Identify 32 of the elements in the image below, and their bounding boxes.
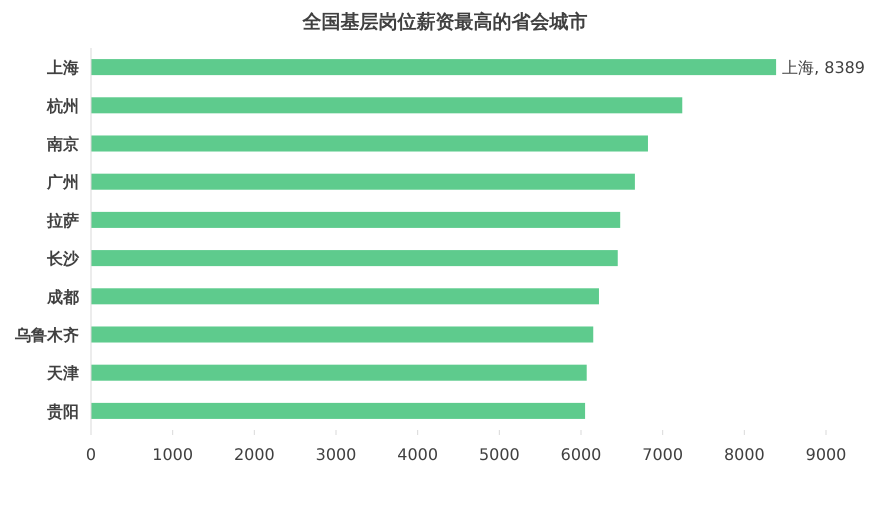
bar	[91, 402, 586, 419]
bar	[91, 212, 620, 228]
bar	[91, 364, 587, 381]
y-tick-label: 拉萨	[46, 210, 79, 230]
bar	[91, 97, 682, 114]
y-tick-label: 乌鲁木齐	[14, 326, 79, 344]
x-tick-label: 1000	[152, 445, 194, 464]
x-tick-label: 2000	[234, 445, 275, 464]
x-tick-label: 5000	[478, 445, 520, 464]
y-tick-label: 贵阳	[46, 402, 79, 421]
bar	[91, 250, 618, 266]
y-tick-label: 南京	[46, 134, 79, 154]
x-tick-label: 6000	[560, 445, 602, 464]
y-tick-label: 广州	[46, 172, 79, 192]
x-tick-label: 7000	[642, 445, 684, 464]
x-tick-label: 4000	[397, 445, 438, 464]
x-tick-label: 8000	[724, 445, 765, 464]
y-tick-label: 杭州	[46, 96, 79, 116]
x-tick-label: 9000	[806, 445, 846, 464]
x-tick-label: 3000	[316, 445, 356, 464]
data-label: 上海, 8389	[782, 58, 865, 78]
bar	[91, 174, 635, 190]
bar	[91, 288, 599, 304]
y-tick-label: 成都	[46, 287, 79, 306]
bar	[91, 326, 594, 343]
y-tick-label: 天津	[46, 364, 79, 383]
y-tick-label: 长沙	[46, 249, 80, 268]
chart-title: 全国基层岗位薪资最高的省会城市	[302, 11, 588, 33]
bar	[91, 135, 648, 152]
bar	[91, 59, 776, 76]
x-tick-label: 0	[86, 445, 96, 464]
y-tick-label: 上海	[46, 58, 79, 78]
